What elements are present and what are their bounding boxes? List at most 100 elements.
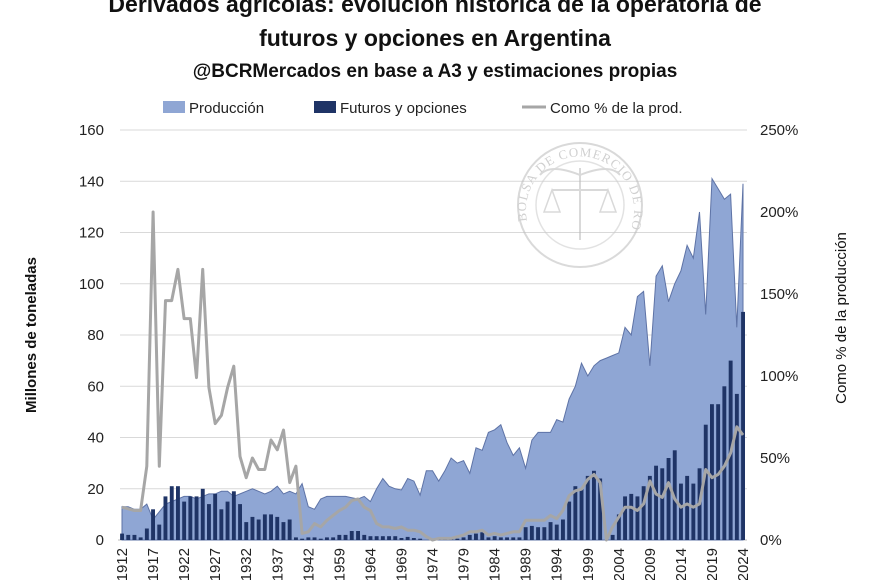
futures-bar — [666, 458, 671, 540]
x-tick-label: 2014 — [673, 548, 690, 580]
futures-bar — [579, 488, 584, 541]
futures-bar — [393, 536, 398, 540]
futures-bar — [411, 538, 416, 540]
futures-bar — [244, 522, 249, 540]
futures-bar — [231, 491, 236, 540]
x-tick-label: 1927 — [207, 548, 224, 580]
futures-bar — [269, 514, 273, 540]
futures-bar — [461, 537, 466, 540]
y-tick-label: 40 — [87, 430, 104, 447]
x-tick-label: 2009 — [642, 548, 659, 580]
futures-bar — [660, 468, 665, 541]
futures-bar — [741, 311, 745, 540]
futures-bar — [126, 534, 131, 540]
y-tick-label: 120 — [79, 225, 104, 242]
futures-bar — [120, 533, 124, 540]
futures-bar — [418, 538, 423, 540]
futures-bar — [132, 534, 137, 540]
futures-bar — [374, 536, 379, 540]
legend-label-futuros: Futuros y opciones — [340, 100, 467, 117]
futures-bar — [517, 537, 522, 540]
futures-bar — [250, 516, 255, 540]
x-tick-label: 1959 — [331, 548, 348, 580]
futures-bar — [176, 486, 180, 540]
legend-label-produccion: Producción — [189, 100, 264, 117]
x-tick-label: 1937 — [269, 548, 286, 580]
futures-bar — [467, 534, 472, 540]
futures-bar — [511, 537, 516, 540]
y2-tick-label: 250% — [760, 122, 798, 139]
futures-bar — [318, 538, 323, 540]
y-tick-label: 60 — [87, 378, 104, 395]
x-tick-label: 2004 — [611, 548, 628, 580]
futures-bar — [331, 537, 336, 540]
x-tick-label: 1989 — [518, 548, 535, 580]
futures-bar — [691, 483, 696, 540]
futures-bar — [623, 496, 627, 540]
futures-bar — [567, 501, 572, 540]
futures-bar — [647, 475, 652, 540]
production-area-layer — [121, 177, 744, 541]
production-area — [121, 177, 744, 541]
futures-bar — [356, 531, 360, 540]
futures-bar — [455, 538, 460, 540]
futures-bar — [554, 524, 559, 540]
futures-bar — [629, 493, 634, 540]
x-tick-label: 1984 — [487, 548, 504, 580]
futures-bar — [405, 536, 410, 540]
chart-title-line-2: futuros y opciones en Argentina — [259, 25, 611, 51]
futures-bar — [188, 496, 193, 540]
futures-bar — [281, 522, 286, 540]
y-tick-label: 80 — [87, 327, 104, 344]
futures-bar — [294, 537, 298, 540]
futures-bar — [300, 538, 305, 540]
left-axis-ticks: 0 20 40 60 80 100 120 140 160 — [79, 122, 104, 549]
futures-bar — [585, 475, 590, 540]
futures-bar — [312, 537, 317, 540]
futures-bar — [641, 486, 646, 540]
y2-tick-label: 150% — [760, 286, 798, 303]
futures-bar — [710, 404, 714, 540]
futures-bar — [349, 531, 354, 540]
y-tick-label: 160 — [79, 122, 104, 139]
percent-line-layer — [121, 210, 745, 542]
futures-bar — [573, 486, 578, 540]
futures-bar — [163, 496, 168, 540]
futures-bar — [194, 496, 199, 540]
legend-swatch-futuros — [314, 101, 336, 113]
x-tick-label: 1979 — [456, 548, 473, 580]
x-tick-label: 1974 — [425, 548, 442, 580]
futures-bar — [598, 478, 603, 540]
futures-bar — [561, 519, 565, 540]
futures-bar — [362, 534, 367, 540]
y2-tick-label: 50% — [760, 450, 790, 467]
futures-bar — [219, 509, 224, 541]
futures-bar — [610, 534, 615, 540]
y-tick-label: 100 — [79, 276, 104, 293]
y-tick-label: 0 — [96, 532, 104, 549]
futures-bar — [368, 536, 373, 540]
x-tick-label: 1912 — [114, 548, 131, 580]
futures-bar — [616, 514, 621, 540]
futures-bar — [685, 475, 690, 540]
futures-bar — [679, 483, 683, 540]
futures-bar — [703, 424, 708, 540]
y2-axis-label: Como % de la producción — [833, 232, 850, 404]
futures-bar — [144, 528, 149, 540]
x-tick-label: 1942 — [300, 548, 317, 580]
futures-bar — [169, 486, 174, 540]
futures-bar — [635, 496, 640, 540]
x-tick-label: 1969 — [393, 548, 410, 580]
y-axis-label: Millones de toneladas — [23, 257, 40, 413]
futures-bar — [262, 514, 267, 540]
futures-bar — [523, 527, 528, 540]
right-axis-ticks: 0% 50% 100% 150% 200% 250% — [760, 122, 798, 549]
futures-bar — [734, 393, 739, 540]
futures-bar — [654, 465, 658, 540]
futures-bar — [492, 536, 497, 540]
x-tick-label: 1932 — [238, 548, 255, 580]
legend-label-porcentaje: Como % de la prod. — [550, 100, 683, 117]
futures-bar — [238, 504, 242, 540]
x-tick-label: 1999 — [580, 548, 597, 580]
